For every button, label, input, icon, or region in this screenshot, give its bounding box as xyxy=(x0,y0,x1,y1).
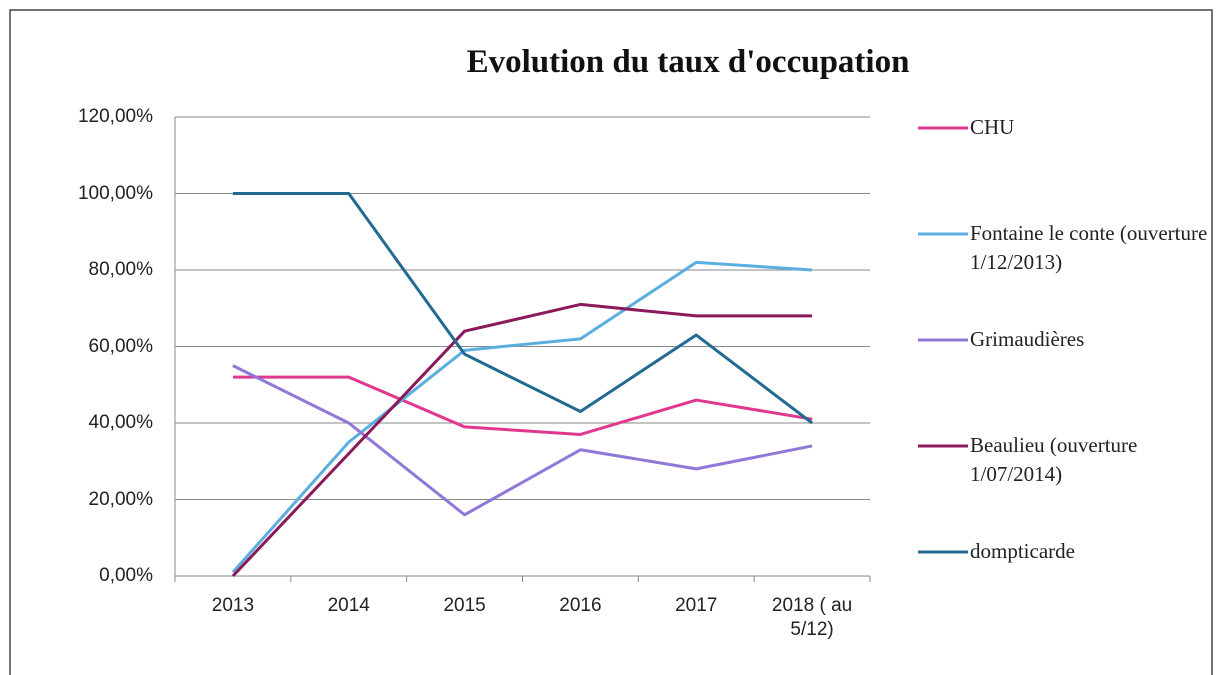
x-tick-label: 2015 xyxy=(443,595,486,616)
y-tick-label: 20,00% xyxy=(88,488,153,510)
y-tick-label: 40,00% xyxy=(88,412,153,433)
x-tick-label: 2018 ( au 5/12) xyxy=(771,595,853,640)
x-tick-label: 2017 xyxy=(675,595,718,616)
y-tick-label: 60,00% xyxy=(88,335,153,357)
frame xyxy=(9,9,1213,675)
y-tick-label: 80,00% xyxy=(88,259,153,280)
y-tick-label: 120,00% xyxy=(77,106,153,127)
legend-label: Grimaudières xyxy=(970,327,1085,351)
series-line xyxy=(232,375,813,436)
series-line xyxy=(231,260,813,574)
series-line xyxy=(232,364,813,517)
x-tick-label: 2014 xyxy=(327,595,370,616)
y-tick-label: 100,00% xyxy=(77,182,153,204)
series-line xyxy=(231,302,813,578)
legend-label: Beaulieu (ouverture 1/07/2014) xyxy=(970,433,1138,486)
series-line xyxy=(232,192,813,425)
legend-label: CHU xyxy=(970,115,1015,139)
y-tick-label: 0,00% xyxy=(99,565,153,586)
x-tick-label: 2016 xyxy=(559,595,602,616)
legend-label: Fontaine le conte (ouverture 1/12/2013) xyxy=(970,221,1208,274)
legend-label: dompticarde xyxy=(970,539,1075,563)
chart-title: Evolution du taux d'occupation xyxy=(466,44,910,80)
x-tick-label: 2013 xyxy=(211,595,255,616)
